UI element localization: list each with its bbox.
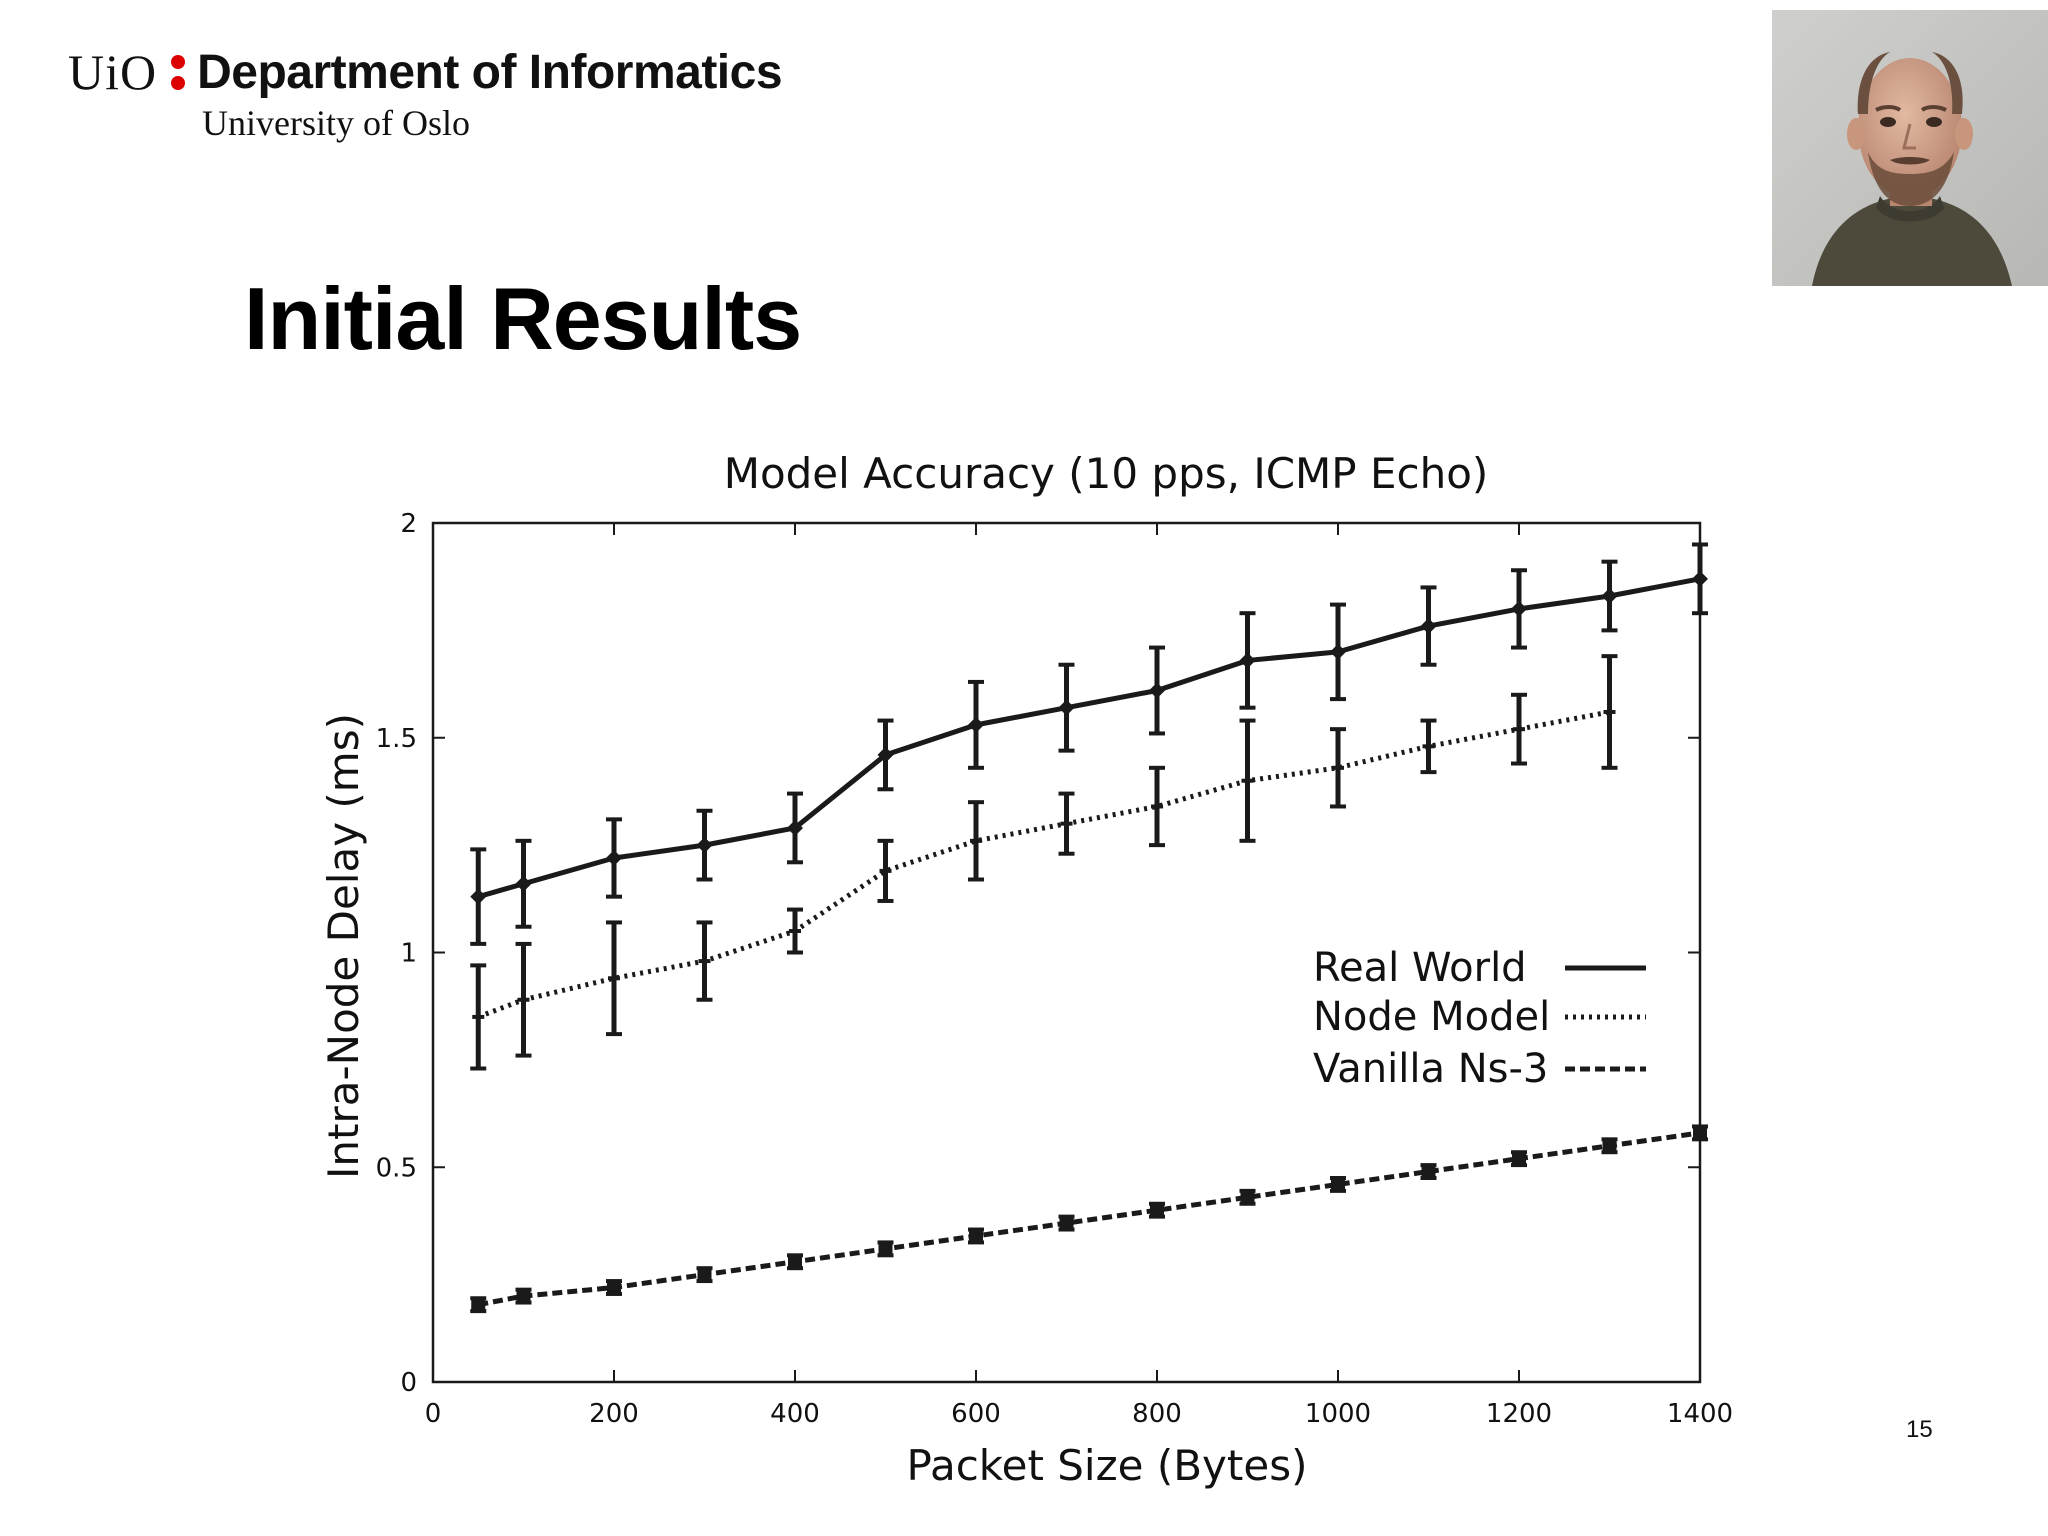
y-tick-label: 1 [400,939,417,969]
data-point [1240,1190,1255,1205]
uio-logo-text: UiO [68,44,158,100]
data-point [697,1267,712,1282]
data-point [1512,1151,1526,1166]
data-point [1602,1138,1617,1153]
data-point [1421,1164,1436,1179]
data-point [878,1241,893,1256]
series-line [477,709,1610,1020]
data-point [470,888,487,905]
data-point [1150,1203,1164,1218]
data-point [1239,652,1256,669]
uio-logo: UiO Department of Informatics [68,44,783,100]
legend-label: Real World [1313,945,1527,991]
data-point [471,1297,486,1312]
data-point [1149,682,1165,699]
data-point [515,875,532,892]
plot-area: 0 200 400 600 800 1000 1200 1400 0 0.5 1 1.5 2 [376,509,1733,1429]
page-number: 15 [1906,1416,1933,1443]
y-tick-label: 0.5 [376,1153,417,1183]
data-point [969,1228,983,1243]
x-tick-label: 600 [951,1399,1001,1429]
y-axis-label: Intra-Node Delay (ms) [319,713,368,1179]
data-point [1693,1125,1707,1140]
x-tick-label: 1200 [1486,1399,1552,1429]
chart-title: Model Accuracy (10 pps, ICMP Echo) [724,449,1489,498]
university-name: University of Oslo [202,103,470,143]
series-vanilla-ns-3 [470,1124,1708,1314]
data-point [606,850,622,867]
x-tick-label: 1000 [1305,1399,1371,1429]
x-axis-label: Packet Size (Bytes) [907,1441,1308,1490]
data-point [1331,1177,1345,1192]
x-tick-label: 200 [589,1399,639,1429]
data-point [1692,570,1708,587]
data-point [516,1289,531,1304]
data-point [607,1280,621,1295]
logo-dots-icon [171,54,186,90]
data-point [968,716,984,733]
header: UiO Department of Informatics University… [68,44,783,144]
data-point [1058,699,1075,716]
data-point [696,837,713,854]
x-tick-label: 400 [770,1399,820,1429]
x-tick-label: 0 [425,1399,442,1429]
department-name: Department of Informatics [197,45,783,99]
x-tick-label: 800 [1132,1399,1182,1429]
data-point [1601,588,1618,605]
data-point [1420,618,1437,635]
data-point [1330,643,1346,660]
data-point [1059,1216,1074,1231]
presenter-photo [1772,10,2048,286]
data-point [1511,600,1527,617]
series-node-model [470,654,1618,1071]
legend-label: Vanilla Ns-3 [1313,1046,1548,1092]
y-tick-label: 1.5 [376,724,417,754]
data-point [877,746,894,763]
y-tick-label: 0 [400,1368,417,1398]
data-point [787,819,803,836]
data-point [788,1254,802,1269]
y-tick-label: 2 [400,509,417,539]
series-real-world [470,542,1708,946]
x-tick-label: 1400 [1667,1399,1733,1429]
slide-title: Initial Results [244,269,802,368]
legend-label: Node Model [1313,994,1550,1040]
